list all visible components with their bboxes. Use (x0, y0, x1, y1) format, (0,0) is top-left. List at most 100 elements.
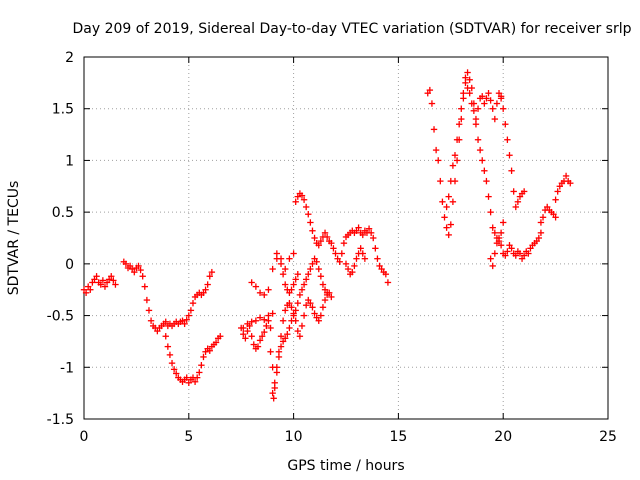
data-point (183, 316, 190, 323)
data-point (476, 146, 484, 154)
data-point (282, 335, 289, 342)
data-point (307, 299, 314, 307)
data-point (460, 90, 467, 97)
data-point (361, 255, 369, 262)
data-point (252, 317, 260, 324)
data-point (481, 167, 488, 174)
x-tick-label: 10 (285, 429, 303, 445)
x-axis-label: GPS time / hours (287, 458, 404, 474)
data-point (244, 327, 251, 335)
data-point (290, 312, 297, 319)
y-tick-label: 1.5 (52, 102, 74, 118)
data-point (502, 252, 509, 259)
data-point (271, 384, 278, 392)
data-point (181, 320, 188, 328)
grid-lines (84, 57, 608, 419)
data-point (248, 333, 255, 340)
data-point (340, 239, 348, 247)
data-point (520, 252, 528, 259)
data-point (311, 234, 318, 242)
data-points (80, 69, 574, 402)
plot-frame (83, 56, 609, 420)
data-point (250, 341, 257, 348)
data-point (535, 234, 543, 242)
data-point (552, 196, 559, 203)
data-point (166, 351, 174, 359)
data-point (82, 289, 90, 297)
data-point (453, 157, 461, 164)
data-point (537, 229, 545, 237)
data-point (451, 152, 459, 159)
data-point (516, 250, 524, 257)
data-point (489, 262, 496, 270)
data-point (286, 324, 293, 332)
data-point (382, 271, 390, 278)
data-point (445, 193, 452, 200)
data-point (208, 268, 216, 276)
data-point (279, 317, 287, 324)
data-point (552, 214, 559, 221)
data-point (139, 273, 146, 280)
data-point (338, 250, 346, 257)
data-point (296, 291, 304, 299)
data-point (562, 172, 570, 180)
y-tick-label: 1 (65, 153, 74, 169)
data-point (99, 277, 107, 284)
data-point (256, 314, 264, 321)
data-point (481, 100, 488, 107)
data-point (267, 324, 274, 332)
data-point (432, 146, 440, 154)
data-point (162, 318, 169, 325)
data-point (321, 296, 329, 304)
data-point (307, 219, 314, 226)
data-point (305, 211, 312, 218)
data-point (353, 255, 360, 262)
data-point (282, 307, 289, 314)
data-point (525, 250, 532, 257)
data-point (206, 347, 213, 354)
data-point (269, 389, 276, 397)
data-point (108, 273, 115, 280)
data-point (286, 299, 293, 307)
data-point (164, 343, 172, 350)
data-point (539, 214, 547, 221)
data-point (466, 90, 473, 97)
data-point (273, 255, 281, 262)
data-point (162, 333, 169, 340)
x-tick-label: 15 (389, 429, 407, 445)
data-point (309, 260, 316, 268)
data-point (256, 337, 264, 344)
data-point (487, 255, 494, 262)
data-point (458, 115, 465, 123)
data-point (342, 260, 350, 268)
data-point (258, 333, 266, 340)
data-point (112, 281, 119, 288)
data-point (554, 188, 561, 195)
y-tick-label: 0 (65, 257, 74, 273)
data-point (359, 231, 366, 239)
x-tick-label: 20 (494, 429, 512, 445)
data-point (443, 224, 450, 231)
data-point (491, 115, 499, 123)
data-point (374, 255, 381, 262)
data-point (147, 317, 155, 324)
data-point (351, 262, 358, 270)
data-point (282, 281, 289, 288)
data-point (359, 250, 366, 257)
data-point (200, 353, 207, 361)
data-point (277, 260, 285, 268)
data-point (252, 283, 260, 290)
data-point (168, 359, 176, 367)
data-point (288, 317, 295, 324)
data-point (122, 260, 130, 268)
data-point (307, 265, 314, 273)
data-point (443, 203, 450, 211)
data-point (270, 395, 277, 402)
data-point (500, 219, 507, 226)
data-point (520, 188, 528, 195)
data-point (290, 281, 297, 288)
data-point (137, 266, 144, 274)
data-point (317, 237, 325, 245)
data-point (198, 362, 205, 369)
